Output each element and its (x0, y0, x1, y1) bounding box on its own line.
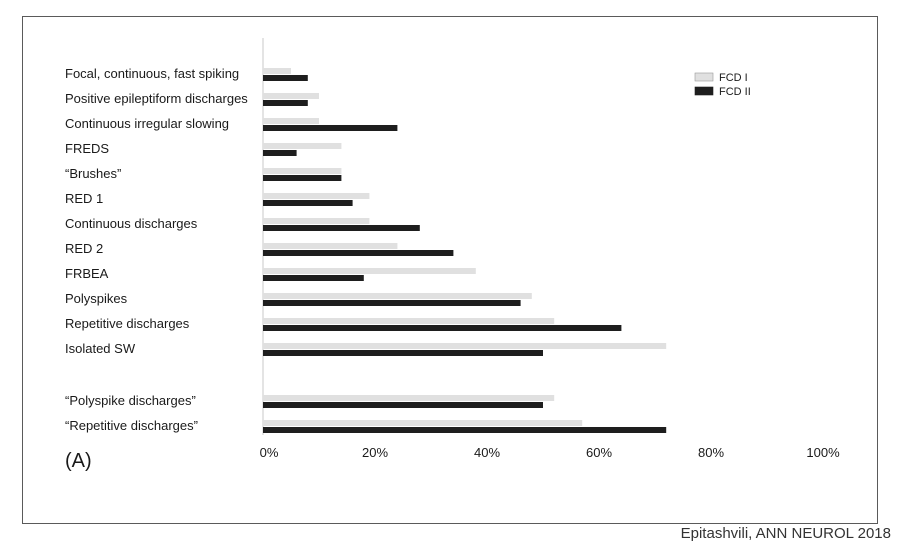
category-label: “Polyspike discharges” (65, 393, 196, 408)
x-tick-label: 20% (362, 445, 388, 460)
category-label: RED 2 (65, 241, 103, 256)
x-tick-label: 0% (260, 445, 279, 460)
bar-fcd1-13 (263, 420, 583, 426)
bar-fcd2-5 (263, 200, 353, 206)
bar-fcd2-8 (263, 275, 364, 281)
bar-fcd1-9 (263, 293, 532, 299)
bar-fcd2-13 (263, 427, 667, 433)
x-tick-labels: 0% 20% 40% 60% 80% 100% (260, 445, 840, 460)
bar-fcd1-6 (263, 218, 370, 224)
bar-fcd2-3 (263, 150, 297, 156)
bar-fcd2-9 (263, 300, 521, 306)
bars-group (263, 68, 667, 433)
category-label: FREDS (65, 141, 109, 156)
bar-fcd1-3 (263, 143, 342, 149)
x-tick-label: 100% (806, 445, 840, 460)
bar-fcd2-6 (263, 225, 420, 231)
panel-label: (A) (65, 450, 92, 472)
bar-fcd2-12 (263, 402, 543, 408)
legend: FCD I FCD II (694, 72, 751, 98)
figure-panel: Focal, continuous, fast spiking Positive … (22, 16, 878, 524)
bar-chart: Focal, continuous, fast spiking Positive … (65, 38, 840, 472)
citation: Epitashvili, ANN NEUROL 2018 (680, 525, 891, 542)
category-label: Isolated SW (65, 341, 136, 356)
bar-fcd1-5 (263, 193, 370, 199)
legend-label: FCD I (719, 72, 748, 84)
legend-swatch-fcd2 (694, 86, 714, 96)
category-label: “Brushes” (65, 166, 121, 181)
category-label: Focal, continuous, fast spiking (65, 66, 239, 81)
category-label: FRBEA (65, 266, 109, 281)
category-label: RED 1 (65, 191, 103, 206)
bar-fcd2-1 (263, 100, 308, 106)
category-label: Continuous discharges (65, 216, 198, 231)
bar-fcd2-7 (263, 250, 454, 256)
bar-fcd2-0 (263, 75, 308, 81)
bar-fcd1-1 (263, 93, 319, 99)
bar-fcd1-0 (263, 68, 291, 74)
category-labels: Focal, continuous, fast spiking Positive … (65, 66, 248, 433)
x-tick-label: 40% (474, 445, 500, 460)
legend-label: FCD II (719, 86, 751, 98)
bar-fcd2-4 (263, 175, 342, 181)
x-tick-label: 60% (586, 445, 612, 460)
bar-fcd2-10 (263, 325, 622, 331)
x-tick-label: 80% (698, 445, 724, 460)
bar-fcd1-10 (263, 318, 555, 324)
category-label: Continuous irregular slowing (65, 116, 229, 131)
bar-fcd1-11 (263, 343, 667, 349)
bar-fcd2-11 (263, 350, 543, 356)
category-label: Positive epileptiform discharges (65, 91, 248, 106)
bar-fcd1-4 (263, 168, 342, 174)
legend-swatch-fcd1 (694, 72, 714, 82)
category-label: “Repetitive discharges” (65, 418, 198, 433)
category-label: Polyspikes (65, 291, 128, 306)
category-label: Repetitive discharges (65, 316, 190, 331)
bar-fcd1-2 (263, 118, 319, 124)
bar-fcd1-8 (263, 268, 476, 274)
bar-fcd2-2 (263, 125, 398, 131)
bar-fcd1-7 (263, 243, 398, 249)
bar-fcd1-12 (263, 395, 555, 401)
